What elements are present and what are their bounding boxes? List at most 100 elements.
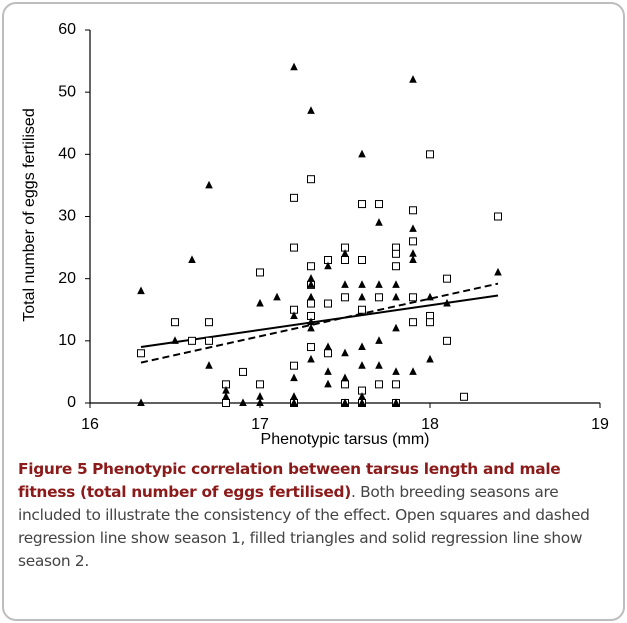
square-point (324, 349, 332, 358)
square-point (205, 336, 213, 345)
x-tick-label: 19 (591, 416, 609, 433)
triangle-point (290, 398, 298, 406)
triangle-point (307, 292, 315, 301)
square-point (409, 293, 417, 302)
triangle-point (307, 354, 315, 363)
triangle-point (137, 286, 145, 295)
caption: Figure 5 Phenotypic correlation between … (18, 458, 614, 573)
square-point (392, 380, 400, 389)
square-point (426, 150, 434, 159)
triangle-point (409, 255, 417, 264)
y-tick-label: 40 (58, 146, 76, 163)
caption-label: Figure 5 (18, 460, 88, 478)
triangle-point (392, 398, 400, 406)
square-point (375, 380, 383, 389)
y-tick-label: 50 (58, 83, 76, 100)
triangle-point (205, 361, 213, 369)
square-point (409, 237, 417, 246)
square-point (460, 392, 468, 401)
regression-line (140, 282, 499, 364)
square-point (358, 256, 366, 265)
triangle-point (307, 323, 315, 332)
triangle-point (324, 261, 332, 270)
triangle-point (392, 367, 400, 375)
square-point (341, 380, 349, 389)
square-point (307, 262, 315, 271)
triangle-point (290, 311, 298, 319)
triangle-point (392, 280, 400, 288)
square-point (375, 293, 383, 302)
square-point (137, 349, 145, 358)
triangle-point (375, 361, 383, 369)
square-point (222, 399, 230, 407)
triangle-point (273, 292, 281, 301)
triangle-point (341, 398, 349, 406)
square-point (341, 256, 349, 265)
triangle-point (256, 398, 264, 406)
square-point (256, 380, 264, 389)
triangle-point (222, 392, 230, 400)
x-tick-label: 16 (81, 416, 99, 433)
triangle-point (290, 62, 298, 71)
triangle-point (290, 373, 298, 382)
triangle-point (205, 180, 213, 189)
square-point (290, 243, 298, 252)
square-point (205, 318, 213, 327)
square-point (324, 299, 332, 308)
triangle-point (256, 298, 264, 307)
square-point (188, 336, 196, 345)
square-point (409, 206, 417, 215)
y-axis-label: Total number of eggs fertilised (21, 108, 38, 321)
square-point (409, 318, 417, 327)
triangle-point (392, 292, 400, 301)
square-point (494, 212, 502, 221)
y-tick-label: 20 (58, 270, 76, 287)
triangle-point (324, 342, 332, 351)
triangle-point (375, 280, 383, 288)
square-point (307, 175, 315, 184)
triangle-point (324, 379, 332, 388)
triangle-point (426, 354, 434, 363)
triangle-point (494, 267, 502, 276)
square-point (341, 293, 349, 302)
y-tick-label: 60 (58, 21, 76, 38)
triangle-point (171, 336, 179, 344)
triangle-point (239, 398, 247, 406)
y-tick-label: 30 (58, 208, 76, 225)
triangle-point (392, 323, 400, 332)
triangle-point (443, 298, 451, 307)
triangle-point (358, 149, 366, 158)
square-point (392, 262, 400, 271)
caption-text: . Both breeding seasons are included to … (18, 483, 590, 570)
triangle-point (409, 75, 417, 83)
triangle-point (341, 249, 349, 257)
triangle-point (375, 336, 383, 344)
triangle-point (409, 367, 417, 375)
square-point (290, 193, 298, 202)
square-point (307, 299, 315, 308)
square-point (443, 274, 451, 283)
triangle-point (409, 224, 417, 232)
regression-line (140, 294, 499, 349)
square-point (239, 367, 247, 376)
x-tick-label: 17 (251, 416, 269, 433)
triangle-point (375, 218, 383, 226)
square-point (392, 249, 400, 258)
triangle-point (307, 106, 315, 114)
triangle-point (358, 292, 366, 301)
triangle-point (341, 280, 349, 288)
x-tick-label: 18 (421, 416, 439, 433)
square-point (290, 361, 298, 370)
square-point (375, 200, 383, 209)
triangle-point (324, 367, 332, 375)
triangle-point (426, 292, 434, 301)
triangle-point (358, 342, 366, 351)
triangle-point (137, 398, 145, 406)
triangle-point (358, 398, 366, 406)
triangle-point (358, 361, 366, 369)
triangle-point (358, 280, 366, 288)
y-tick-label: 0 (67, 394, 76, 411)
square-point (171, 318, 179, 327)
